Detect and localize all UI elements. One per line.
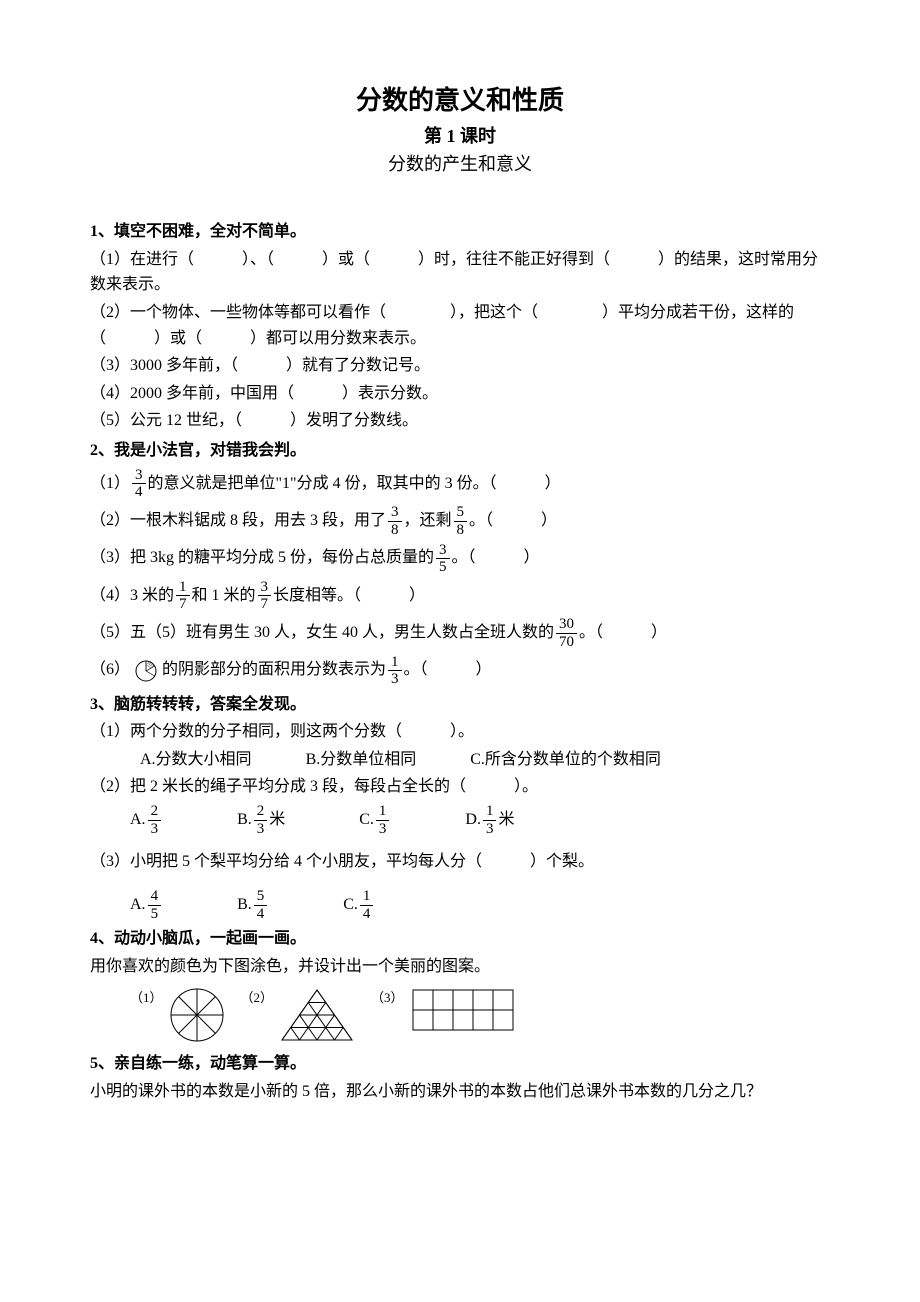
text: 。（ ） [579,624,667,641]
q2-3: （3）把 3kg 的糖平均分成 5 份，每份占总质量的35。（ ） [90,540,830,575]
text: 。（ ） [452,549,540,566]
q5-text: 小明的课外书的本数是小新的 5 倍，那么小新的课外书的本数占他们总课外书本数的几… [90,1079,830,1105]
text: 和 1 米的 [192,587,256,604]
grid-rect-icon [408,985,518,1035]
q1-1: （1）在进行（ ）、（ ）或（ ）时，往往不能正好得到（ ）的结果，这时常用分数… [90,247,830,298]
option-c: C.14 [343,887,375,922]
title-main: 分数的意义和性质 [90,80,830,122]
title-lesson: 第 1 课时 [90,122,830,151]
q1-4: （4）2000 多年前，中国用（ ）表示分数。 [90,381,830,407]
option-a: A.45 [130,887,163,922]
figures-row: （1） （2） （3） [90,985,830,1045]
title-topic: 分数的产生和意义 [90,150,830,179]
section-4-head: 4、动动小脑瓜，一起画一画。 [90,926,830,952]
fraction: 34 [132,467,146,501]
text: 的意义就是把单位"1"分成 4 份，取其中的 3 份。（ ） [148,475,561,492]
section-2-head: 2、我是小法官，对错我会判。 [90,438,830,464]
q3-3-options: A.45 B.54 C.14 [90,887,830,922]
fraction: 17 [176,579,190,613]
q3-2-options: A.23 B.23米 C.13 D.13米 [90,802,830,837]
q3-2: （2）把 2 米长的绳子平均分成 3 段，每段占全长的（ ）。 [90,774,830,800]
shaded-circle-icon [134,659,158,683]
option-c: C.13 [359,802,391,837]
q2-5: （5）五（5）班有男生 30 人，女生 40 人，男生人数占全班人数的3070。… [90,615,830,650]
figure-2-label: （2） [241,990,274,1005]
q2-2: （2）一根木料锯成 8 段，用去 3 段，用了38，还剩58。（ ） [90,503,830,538]
option-c: C.所含分数单位的个数相同 [470,747,661,773]
triangle-grid-icon [277,985,357,1045]
text: 。（ ） [469,512,557,529]
section-1-head: 1、填空不困难，全对不简单。 [90,219,830,245]
text: （2）一根木料锯成 8 段，用去 3 段，用了 [90,512,386,529]
text: （6） [90,661,130,678]
text: （5）五（5）班有男生 30 人，女生 40 人，男生人数占全班人数的 [90,624,554,641]
section-3-head: 3、脑筋转转转，答案全发现。 [90,692,830,718]
text: ，还剩 [404,512,452,529]
fraction: 13 [388,654,402,688]
option-b: B.54 [237,887,269,922]
section-5-head: 5、亲自练一练，动笔算一算。 [90,1051,830,1077]
q3-1-options: A.分数大小相同 B.分数单位相同 C.所含分数单位的个数相同 [90,747,830,773]
figure-1-label: （1） [130,990,163,1005]
fraction: 37 [258,579,272,613]
q3-3: （3）小明把 5 个梨平均分给 4 个小朋友，平均每人分（ ）个梨。 [90,849,830,875]
fraction: 38 [388,504,402,538]
fraction: 35 [436,542,450,576]
option-a: A.23 [130,802,163,837]
text: （4）3 米的 [90,587,174,604]
q3-1: （1）两个分数的分子相同，则这两个分数（ ）。 [90,719,830,745]
text: （3）把 3kg 的糖平均分成 5 份，每份占总质量的 [90,549,434,566]
option-d: D.13米 [465,802,514,837]
q2-1: （1）34的意义就是把单位"1"分成 4 份，取其中的 3 份。（ ） [90,466,830,501]
circle-8-parts-icon [167,985,227,1045]
q1-5: （5）公元 12 世纪，（ ）发明了分数线。 [90,408,830,434]
text: 。（ ） [404,661,492,678]
text: 的阴影部分的面积用分数表示为 [162,661,386,678]
q2-4: （4）3 米的17和 1 米的37长度相等。（ ） [90,578,830,613]
option-b: B.分数单位相同 [306,747,417,773]
fraction: 3070 [556,616,577,650]
option-a: A.分数大小相同 [140,747,252,773]
text: 长度相等。（ ） [273,587,425,604]
q4-text: 用你喜欢的颜色为下图涂色，并设计出一个美丽的图案。 [90,954,830,980]
q1-3: （3）3000 多年前，（ ）就有了分数记号。 [90,353,830,379]
text: （1） [90,475,130,492]
figure-3-label: （3） [371,990,404,1005]
q2-6: （6） 的阴影部分的面积用分数表示为13。（ ） [90,652,830,687]
fraction: 58 [454,504,468,538]
q1-2: （2）一个物体、一些物体等都可以看作（ ），把这个（ ）平均分成若干份，这样的（… [90,300,830,351]
option-b: B.23米 [237,802,285,837]
